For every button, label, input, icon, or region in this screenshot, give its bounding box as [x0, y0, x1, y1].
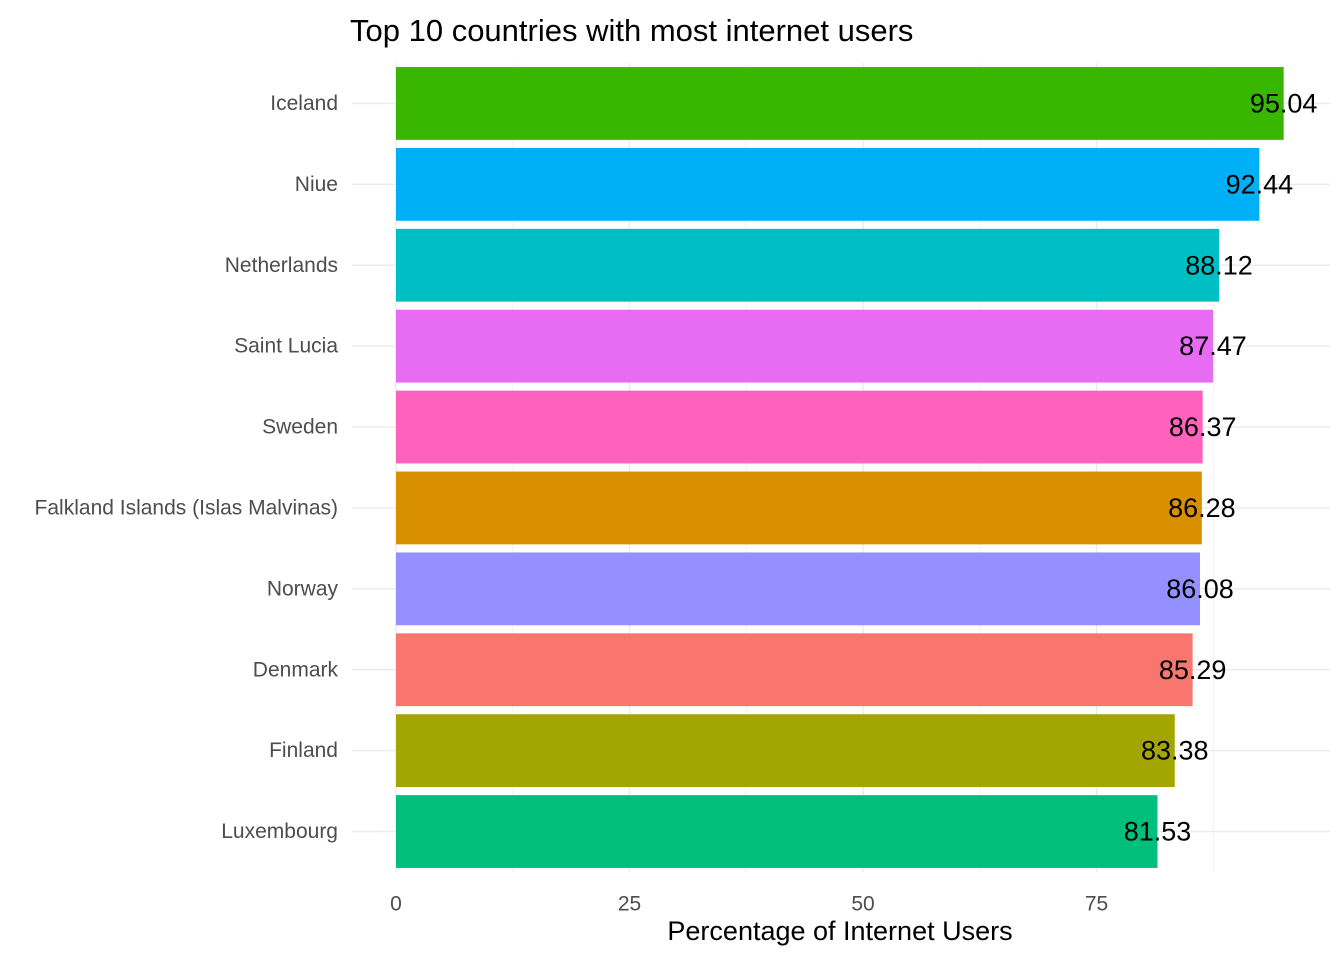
- y-tick-label: Denmark: [253, 658, 339, 681]
- x-tick-label: 75: [1085, 893, 1108, 916]
- bar: [396, 471, 1202, 545]
- bar-value-labels: 95.04 92.44 88.12 87.47 86.37 86.28 86.08 85.29…: [1124, 88, 1318, 846]
- y-tick-label: Netherlands: [225, 254, 338, 277]
- bar-value-label: 86.28: [1168, 493, 1236, 523]
- bar: [396, 552, 1200, 626]
- bar: [396, 147, 1260, 221]
- chart-title: Top 10 countries with most internet user…: [350, 13, 913, 48]
- x-tick-label: 50: [851, 893, 874, 916]
- y-tick-label: Sweden: [262, 416, 338, 439]
- bar: [396, 309, 1213, 383]
- bar: [396, 795, 1158, 868]
- x-axis: 0 25 50 75: [390, 893, 1108, 916]
- bar-value-label: 95.04: [1250, 88, 1318, 118]
- x-axis-title: Percentage of Internet Users: [667, 916, 1012, 946]
- bar: [396, 67, 1284, 140]
- y-tick-label: Saint Lucia: [234, 335, 338, 358]
- x-tick-label: 0: [390, 893, 402, 916]
- x-tick-label: 25: [618, 893, 641, 916]
- bar-value-label: 86.08: [1166, 574, 1234, 604]
- bar-value-label: 88.12: [1185, 250, 1253, 280]
- bar: [396, 714, 1175, 788]
- bar: [396, 633, 1193, 707]
- y-tick-label: Falkland Islands (Islas Malvinas): [35, 496, 338, 519]
- bar-value-label: 81.53: [1124, 817, 1192, 847]
- y-tick-label: Luxembourg: [221, 820, 338, 843]
- bars: [396, 67, 1284, 868]
- bar: [396, 228, 1220, 302]
- bar-value-label: 85.29: [1159, 655, 1227, 685]
- bar-value-label: 86.37: [1169, 412, 1237, 442]
- y-tick-label: Finland: [269, 739, 338, 762]
- bar-value-label: 83.38: [1141, 736, 1209, 766]
- y-axis: Iceland Niue Netherlands Saint Lucia Sweden F…: [35, 92, 339, 843]
- bar-value-label: 87.47: [1179, 331, 1247, 361]
- y-tick-label: Iceland: [270, 92, 338, 115]
- bar-value-label: 92.44: [1226, 169, 1294, 199]
- bar: [396, 390, 1203, 464]
- y-tick-label: Norway: [267, 577, 339, 600]
- y-tick-label: Niue: [295, 173, 338, 196]
